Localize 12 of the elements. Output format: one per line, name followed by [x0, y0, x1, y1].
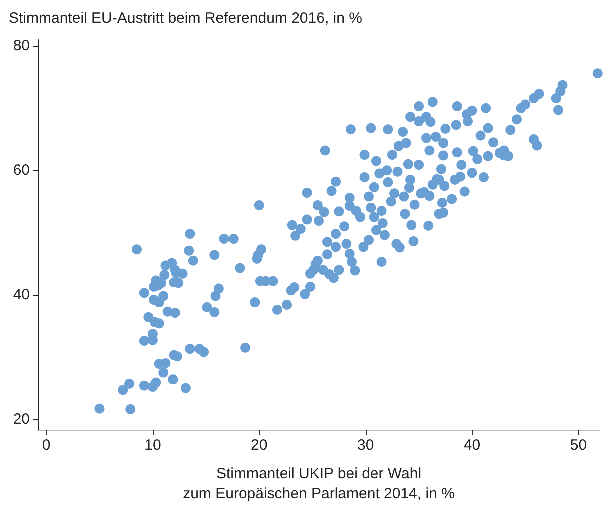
y-tick-label: 80	[13, 38, 30, 55]
y-tick-label: 60	[13, 162, 30, 180]
x-axis-title: Stimmanteil UKIP bei der Wahl zum Europäischen Parlament 2014, in %	[183, 466, 455, 502]
x-tick-label: 40	[464, 437, 481, 454]
y-tick-label: 40	[13, 286, 30, 304]
x-tick-label: 50	[570, 437, 588, 454]
x-tick-label: 10	[144, 437, 162, 454]
chart-title: Stimmanteil EU-Austritt beim Referendum 2016, in %	[9, 10, 362, 27]
y-tick-label: 20	[13, 410, 30, 428]
x-tick-label: 20	[251, 437, 268, 454]
x-tick-label: 0	[42, 437, 51, 454]
x-tick-label: 30	[357, 437, 374, 454]
